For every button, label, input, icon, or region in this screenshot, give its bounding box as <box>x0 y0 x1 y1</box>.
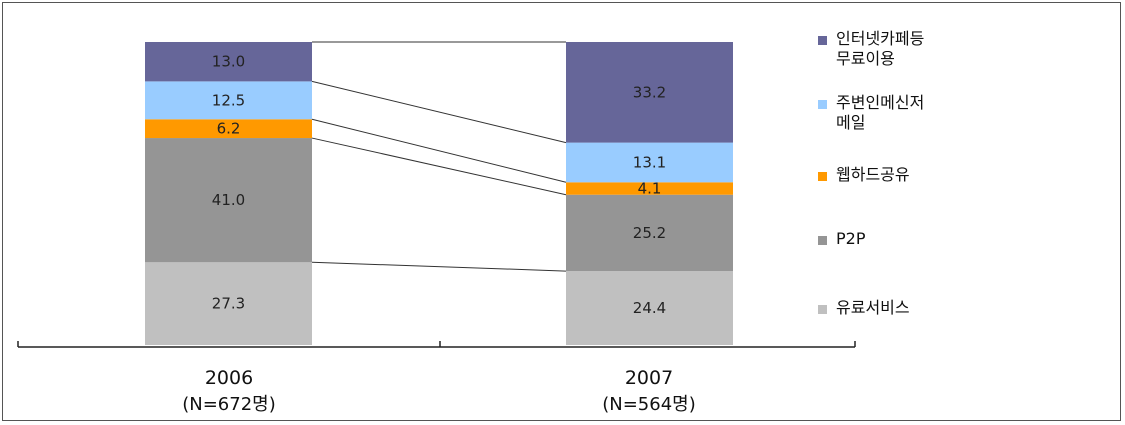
data-label-2007-0: 24.4 <box>633 299 666 317</box>
legend-swatch-1 <box>818 236 827 245</box>
bar-segment-2006-3 <box>145 81 312 120</box>
category-label-2007: 2007 <box>625 367 673 389</box>
legend-label-3: 주변인메신저 메일 <box>836 93 924 132</box>
legend-label-2: 웹하드공유 <box>836 165 910 184</box>
connector-line-2 <box>311 118 567 183</box>
legend-label-1: P2P <box>836 229 866 248</box>
data-label-2007-2: 4.1 <box>638 180 662 198</box>
data-label-2006-3: 12.5 <box>212 91 245 109</box>
connector-line-0 <box>311 261 567 272</box>
category-label-2006: 2006 <box>205 367 253 389</box>
category-sublabel-2006: (N=672명) <box>182 394 276 415</box>
data-label-2006-0: 27.3 <box>212 295 245 313</box>
bar-segment-2007-4 <box>566 42 733 143</box>
data-label-2006-4: 13.0 <box>212 53 245 71</box>
legend-swatch-0 <box>818 305 827 314</box>
bar-segment-2007-0 <box>566 271 733 345</box>
bar-segment-2007-1 <box>566 194 733 272</box>
legend-label-0: 유료서비스 <box>836 298 910 317</box>
bar-segment-2007-3 <box>566 142 733 183</box>
data-label-2007-1: 25.2 <box>633 224 666 242</box>
connector-line-1 <box>311 137 567 196</box>
data-label-2006-1: 41.0 <box>212 191 245 209</box>
bar-segment-2006-1 <box>145 138 312 263</box>
bar-segment-2007-2 <box>566 182 733 195</box>
legend-swatch-4 <box>818 36 827 45</box>
bar-segment-2006-4 <box>145 42 312 82</box>
data-label-2007-3: 13.1 <box>633 153 666 171</box>
legend-swatch-3 <box>818 100 827 109</box>
data-label-2007-4: 33.2 <box>633 83 666 101</box>
category-sublabel-2007: (N=564명) <box>602 394 696 415</box>
data-label-2006-2: 6.2 <box>217 120 241 138</box>
connector-line-3 <box>311 80 567 144</box>
legend-label-4: 인터넷카페등 무료이용 <box>836 29 924 68</box>
bar-segment-2006-0 <box>145 262 312 345</box>
legend-swatch-2 <box>818 172 827 181</box>
bar-segment-2006-2 <box>145 119 312 139</box>
